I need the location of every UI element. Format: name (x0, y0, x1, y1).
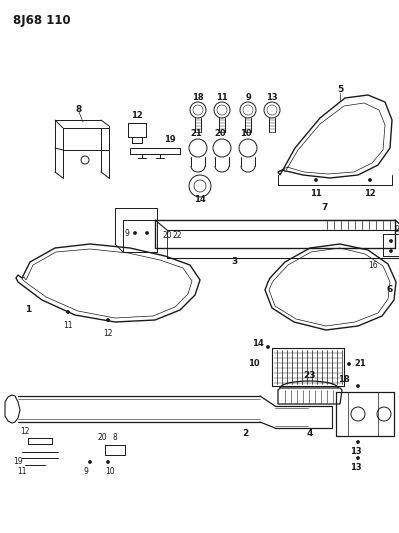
Polygon shape (265, 244, 396, 330)
Text: 21: 21 (354, 359, 366, 368)
Polygon shape (278, 388, 342, 404)
Circle shape (107, 461, 109, 464)
Text: 19: 19 (13, 457, 23, 466)
Text: 21: 21 (190, 130, 202, 139)
Text: 9: 9 (83, 467, 89, 477)
Circle shape (67, 311, 69, 313)
Polygon shape (284, 103, 385, 174)
Text: 6: 6 (387, 286, 393, 295)
Circle shape (243, 105, 253, 115)
Text: 17: 17 (398, 409, 399, 418)
Text: 9: 9 (395, 225, 399, 235)
Text: 23: 23 (304, 372, 316, 381)
Text: 12: 12 (131, 110, 143, 119)
Text: 11: 11 (63, 321, 73, 330)
Text: 3: 3 (232, 257, 238, 266)
Circle shape (189, 175, 211, 197)
Text: 12: 12 (103, 329, 113, 338)
Text: 7: 7 (322, 204, 328, 213)
Circle shape (89, 461, 91, 464)
Circle shape (134, 231, 136, 235)
Text: 5: 5 (337, 85, 343, 94)
Text: 10: 10 (248, 359, 260, 368)
Circle shape (267, 345, 269, 349)
Text: 20: 20 (162, 230, 172, 239)
Text: 13: 13 (266, 93, 278, 102)
Circle shape (213, 139, 231, 157)
Text: 9: 9 (124, 230, 129, 238)
Circle shape (107, 319, 109, 321)
Text: 10: 10 (240, 130, 252, 139)
Circle shape (356, 384, 359, 387)
Text: 18: 18 (338, 376, 350, 384)
Circle shape (193, 105, 203, 115)
Text: 20: 20 (214, 130, 226, 139)
Circle shape (377, 407, 391, 421)
Circle shape (81, 156, 89, 164)
Text: 8J68 110: 8J68 110 (13, 14, 71, 27)
Circle shape (239, 139, 257, 157)
Text: 8: 8 (76, 106, 82, 115)
Circle shape (264, 102, 280, 118)
Circle shape (190, 102, 206, 118)
Text: 22: 22 (172, 230, 182, 239)
Circle shape (356, 440, 359, 443)
Circle shape (356, 456, 359, 459)
Circle shape (146, 231, 148, 235)
Text: 19: 19 (164, 135, 176, 144)
Text: 20: 20 (97, 433, 107, 442)
Text: 14: 14 (252, 340, 264, 349)
Circle shape (214, 102, 230, 118)
Text: 11: 11 (17, 467, 27, 477)
Text: 13: 13 (350, 464, 362, 472)
Polygon shape (16, 244, 200, 322)
Text: 4: 4 (307, 430, 313, 439)
Circle shape (351, 407, 365, 421)
Text: 1: 1 (25, 305, 31, 314)
Text: 9: 9 (245, 93, 251, 102)
Text: 13: 13 (350, 448, 362, 456)
Text: 12: 12 (364, 190, 376, 198)
Polygon shape (5, 395, 20, 423)
Polygon shape (278, 95, 392, 178)
Circle shape (217, 105, 227, 115)
Text: 2: 2 (242, 430, 248, 439)
Circle shape (348, 362, 350, 366)
Circle shape (267, 105, 277, 115)
Text: 12: 12 (20, 427, 30, 437)
Text: 10: 10 (105, 467, 115, 477)
Polygon shape (22, 249, 192, 318)
Circle shape (389, 239, 393, 243)
Circle shape (189, 139, 207, 157)
Text: 8: 8 (113, 433, 117, 442)
Text: 14: 14 (194, 196, 206, 205)
Circle shape (240, 102, 256, 118)
Circle shape (389, 249, 393, 253)
Text: 16: 16 (368, 262, 378, 271)
Polygon shape (269, 248, 390, 326)
Text: 11: 11 (310, 190, 322, 198)
Text: 11: 11 (216, 93, 228, 102)
Circle shape (369, 179, 371, 182)
Text: 18: 18 (192, 93, 204, 102)
Circle shape (314, 179, 318, 182)
Circle shape (194, 180, 206, 192)
